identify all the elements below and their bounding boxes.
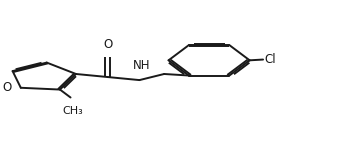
Text: O: O — [103, 38, 112, 51]
Text: NH: NH — [132, 59, 150, 72]
Text: Cl: Cl — [265, 53, 277, 66]
Text: CH₃: CH₃ — [62, 106, 83, 116]
Text: O: O — [3, 81, 12, 94]
